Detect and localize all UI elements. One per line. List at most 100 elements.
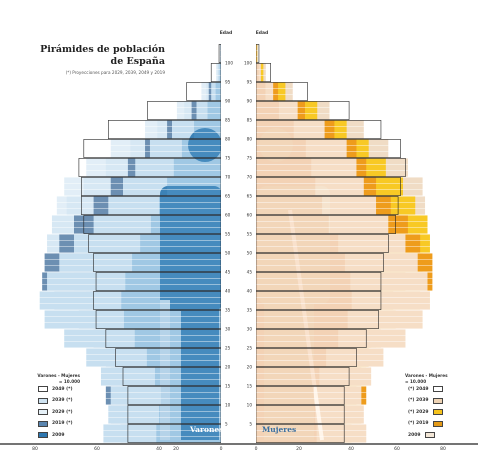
age-tick-left: 20: [225, 365, 231, 370]
series-2009-base-male-bar-19: [218, 63, 221, 82]
legend-item: (*) 2019: [408, 419, 443, 429]
age-tick-left: 35: [225, 308, 231, 313]
series-2009-female-core-5: [256, 329, 339, 348]
legend-swatch: [424, 432, 435, 438]
series-2009-male-core-5: [134, 329, 221, 348]
age-tick-right: 10: [247, 403, 253, 408]
legend-swatch: [432, 386, 443, 392]
age-tick-right: 80: [247, 137, 253, 142]
series-2009-base-male-bar-17: [196, 101, 221, 120]
age-tick-left: 60: [225, 213, 231, 218]
legend-item: 2039 (*): [38, 396, 73, 406]
age-tick-right: 5: [249, 422, 252, 427]
series-2009-male-core-12: [159, 196, 221, 215]
series-2009-male-core-15: [181, 139, 221, 158]
chart-title: Pirámides de población de España: [40, 44, 165, 67]
age-tick-right: 95: [247, 80, 253, 85]
series-2009-female-core-17: [256, 101, 279, 120]
legend-swatch: [38, 420, 48, 427]
series-2009-female-core-9: [256, 253, 345, 272]
x-tick-right: 60: [394, 447, 400, 452]
age-tick-right: 60: [247, 213, 253, 218]
series-2009-base-male-bar-6: [44, 310, 221, 329]
age-tick-left: 65: [225, 194, 231, 199]
units-note-right: Varones - Mujeres = 10.000: [405, 373, 448, 384]
series-2009-male-core-6: [123, 310, 221, 329]
series-2009-female-core-8: [256, 272, 351, 291]
age-tick-right: 20: [247, 365, 253, 370]
x-tick-right: 0: [254, 447, 258, 452]
age-tick-right: 75: [247, 156, 253, 161]
legend-swatch: [432, 397, 443, 404]
series-2009-male-core-14: [173, 158, 221, 177]
series-2009-male-core-11: [150, 215, 221, 234]
series-2009-male-core-18: [215, 82, 221, 101]
units-note-left: Varones - Mujeres = 10.000: [37, 373, 80, 384]
series-2009-base-female-bar-18: [256, 82, 274, 101]
legend-item: (*) 2039: [408, 396, 443, 406]
series-2009-female-core-4: [256, 348, 327, 367]
series-2009-male-core-1: [159, 405, 221, 424]
legend-swatch: [432, 420, 443, 427]
legend-swatch: [38, 409, 48, 415]
age-tick-left: 75: [225, 156, 231, 161]
legend-label: 2039 (*): [52, 398, 73, 403]
age-tick-right: 100: [244, 61, 252, 66]
age-tick-left: 90: [225, 99, 231, 104]
series-2009-male-core-2: [160, 386, 221, 405]
age-tick-right: 85: [247, 118, 253, 123]
series-2009-female-core-14: [256, 158, 312, 177]
legend-label: (*) 2019: [408, 421, 429, 426]
chart-subtitle: (*) Proyecciones para 2029, 2039, 2049 y…: [65, 70, 165, 75]
x-tick-right: 80: [440, 447, 446, 452]
male-silhouette-icon: [160, 128, 222, 440]
series-2009-male-core-16: [194, 120, 221, 139]
male-label: Varones: [190, 425, 224, 434]
series-2009-female-core-1: [256, 405, 316, 424]
series-2009-male-core-3: [154, 367, 221, 386]
legend-item: 2019 (*): [38, 419, 73, 429]
age-tick-left: 50: [225, 251, 231, 256]
series-2009-female-core-0: [256, 424, 317, 443]
age-axis-band: [221, 36, 256, 443]
x-tick-right: 20: [296, 447, 302, 452]
legend-label: 2019 (*): [52, 421, 73, 426]
age-tick-left: 40: [225, 289, 231, 294]
age-tick-left: 5: [225, 422, 228, 427]
age-tick-left: 25: [225, 346, 231, 351]
age-tick-left: 100: [225, 61, 233, 66]
legend-swatch: [38, 397, 48, 404]
series-2009-male-core-7: [121, 291, 221, 310]
series-2009-male-core-8: [125, 272, 221, 291]
series-2009-base-female-bar-14: [256, 158, 357, 177]
series-2009-female-core-16: [256, 120, 294, 139]
legend-swatch: [38, 386, 48, 392]
female-label: Mujeres: [262, 425, 297, 434]
age-tick-right: 70: [247, 175, 253, 180]
series-2009-female-core-7: [256, 291, 352, 310]
x-tick-left: 20: [173, 447, 179, 452]
age-axis-title-right: Edad: [255, 31, 269, 36]
age-tick-right: 35: [247, 308, 253, 313]
series-2009-male-core-0: [156, 424, 221, 443]
age-tick-right: 25: [247, 346, 253, 351]
series-2009-female-core-18: [256, 82, 266, 101]
age-tick-right: 90: [247, 99, 253, 104]
series-2009-female-core-3: [256, 367, 320, 386]
legend-label: (*) 2039: [408, 398, 429, 403]
age-tick-right: 50: [247, 251, 253, 256]
legend-item: 2049 (*): [38, 384, 73, 394]
legend-item: (*) 2029: [408, 407, 443, 417]
legend-item: 2029 (*): [38, 407, 73, 417]
series-2009-female-core-6: [256, 310, 348, 329]
age-tick-left: 55: [225, 232, 231, 237]
series-2009-female-core-10: [256, 234, 339, 253]
series-2009-male-core-9: [132, 253, 221, 272]
legend-swatch: [432, 409, 443, 415]
x-tick-left: 40: [156, 447, 162, 452]
legend-swatch: [38, 432, 48, 438]
x-tick-left: 60: [94, 447, 100, 452]
series-2009-male-core-17: [207, 101, 221, 120]
legend-label: (*) 2029: [408, 409, 429, 415]
age-tick-left: 45: [225, 270, 231, 275]
